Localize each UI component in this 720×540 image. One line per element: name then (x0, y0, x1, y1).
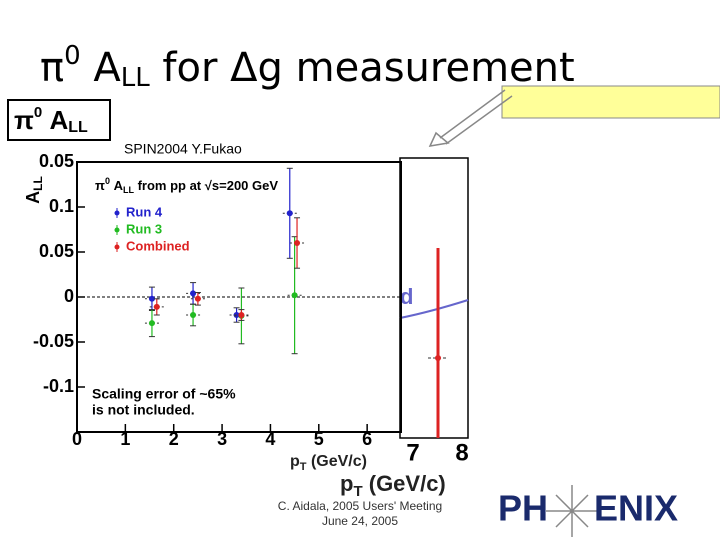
x-tick-label: 1 (120, 429, 130, 449)
x-tick-label: 3 (217, 429, 227, 449)
inset-label-box (7, 99, 111, 141)
data-point (233, 312, 240, 318)
callout-arrow (428, 89, 513, 147)
data-point (148, 295, 155, 302)
y-tick-label: -0.1 (43, 376, 74, 396)
label-part: (GeV/c) (307, 453, 367, 470)
title-part: π (40, 45, 64, 91)
title-part: g measurement (258, 45, 575, 91)
back-xlabel: pT (GeV/c) (340, 471, 446, 500)
x-tick-label: 0 (72, 429, 82, 449)
data-point (238, 312, 245, 318)
footer: June 24, 2005 (322, 514, 398, 528)
data-point (148, 320, 155, 327)
label-part: π (14, 105, 34, 135)
legend-marker (114, 244, 120, 250)
y-axis-label: ALL (23, 176, 45, 204)
label-part: s=200 GeV (212, 178, 278, 193)
logo-star (546, 485, 598, 537)
data-point (286, 210, 293, 217)
data-point (294, 240, 301, 246)
title-part: LL (121, 63, 150, 93)
annotation: is not included. (92, 402, 195, 418)
title-part: A (81, 45, 122, 91)
y-tick-label: 0.05 (39, 151, 74, 171)
title-part: for (150, 45, 230, 91)
back-plot-frame (399, 157, 469, 439)
y-tick-label: 0.1 (49, 196, 74, 216)
label-part: √ (205, 178, 213, 193)
back-point (435, 355, 441, 361)
label-part: p (290, 453, 300, 470)
label-part: from pp at (134, 178, 205, 193)
footer: C. Aidala, 2005 Users' Meeting (278, 499, 442, 513)
legend-label: Combined (126, 238, 190, 253)
x-tick-label: 6 (362, 429, 372, 449)
callout-box (501, 85, 720, 119)
legend-marker (114, 210, 120, 216)
title-part: Δ (230, 45, 258, 91)
data-point (194, 295, 201, 302)
y-tick-label: 0.05 (39, 241, 74, 261)
label-part: A (42, 105, 68, 135)
data-point (190, 290, 197, 297)
annotation: Scaling error of ~65% (92, 386, 236, 402)
legend-marker (114, 227, 120, 233)
title-part: 0 (64, 41, 81, 71)
label-part: LL (31, 176, 45, 191)
logo-rays (546, 485, 598, 537)
label-part: A (23, 191, 43, 204)
back-tick: 8 (455, 439, 468, 466)
label-part: T (300, 461, 307, 473)
data-point (190, 312, 197, 318)
logo-text: ENIX (594, 488, 678, 529)
plot-subtitle: π0 ALL from pp at √s=200 GeV (95, 176, 278, 195)
y-tick-label: 0 (64, 286, 74, 306)
label-part: 0 (105, 176, 110, 186)
label-part: 0 (34, 104, 42, 121)
label-part: p (340, 471, 353, 496)
x-tick-label: 5 (314, 429, 324, 449)
x-tick-label: 2 (169, 429, 179, 449)
label-part: LL (68, 119, 88, 136)
y-tick-label: -0.05 (33, 331, 74, 351)
data-point (153, 303, 160, 310)
legend-label: Run 4 (126, 204, 163, 219)
x-axis-label: pT (GeV/c) (290, 453, 367, 473)
label-part: T (353, 483, 362, 500)
logo-text: PH (498, 488, 548, 529)
x-tick-label: 4 (265, 429, 275, 449)
label-part: π (95, 178, 105, 193)
inset-label: π0 ALL (14, 104, 88, 136)
slide-title: π0 ALL for Δg measurement (40, 41, 575, 93)
data-point (291, 292, 298, 299)
legend-label: Run 3 (126, 221, 162, 236)
label-part: LL (123, 185, 134, 195)
label-part: A (110, 178, 124, 193)
label-part: (GeV/c) (363, 471, 446, 496)
credit: SPIN2004 Y.Fukao (124, 141, 242, 157)
back-curve (399, 299, 469, 319)
back-tick: 7 (406, 439, 419, 466)
back-legend-fragment: d (400, 284, 413, 309)
